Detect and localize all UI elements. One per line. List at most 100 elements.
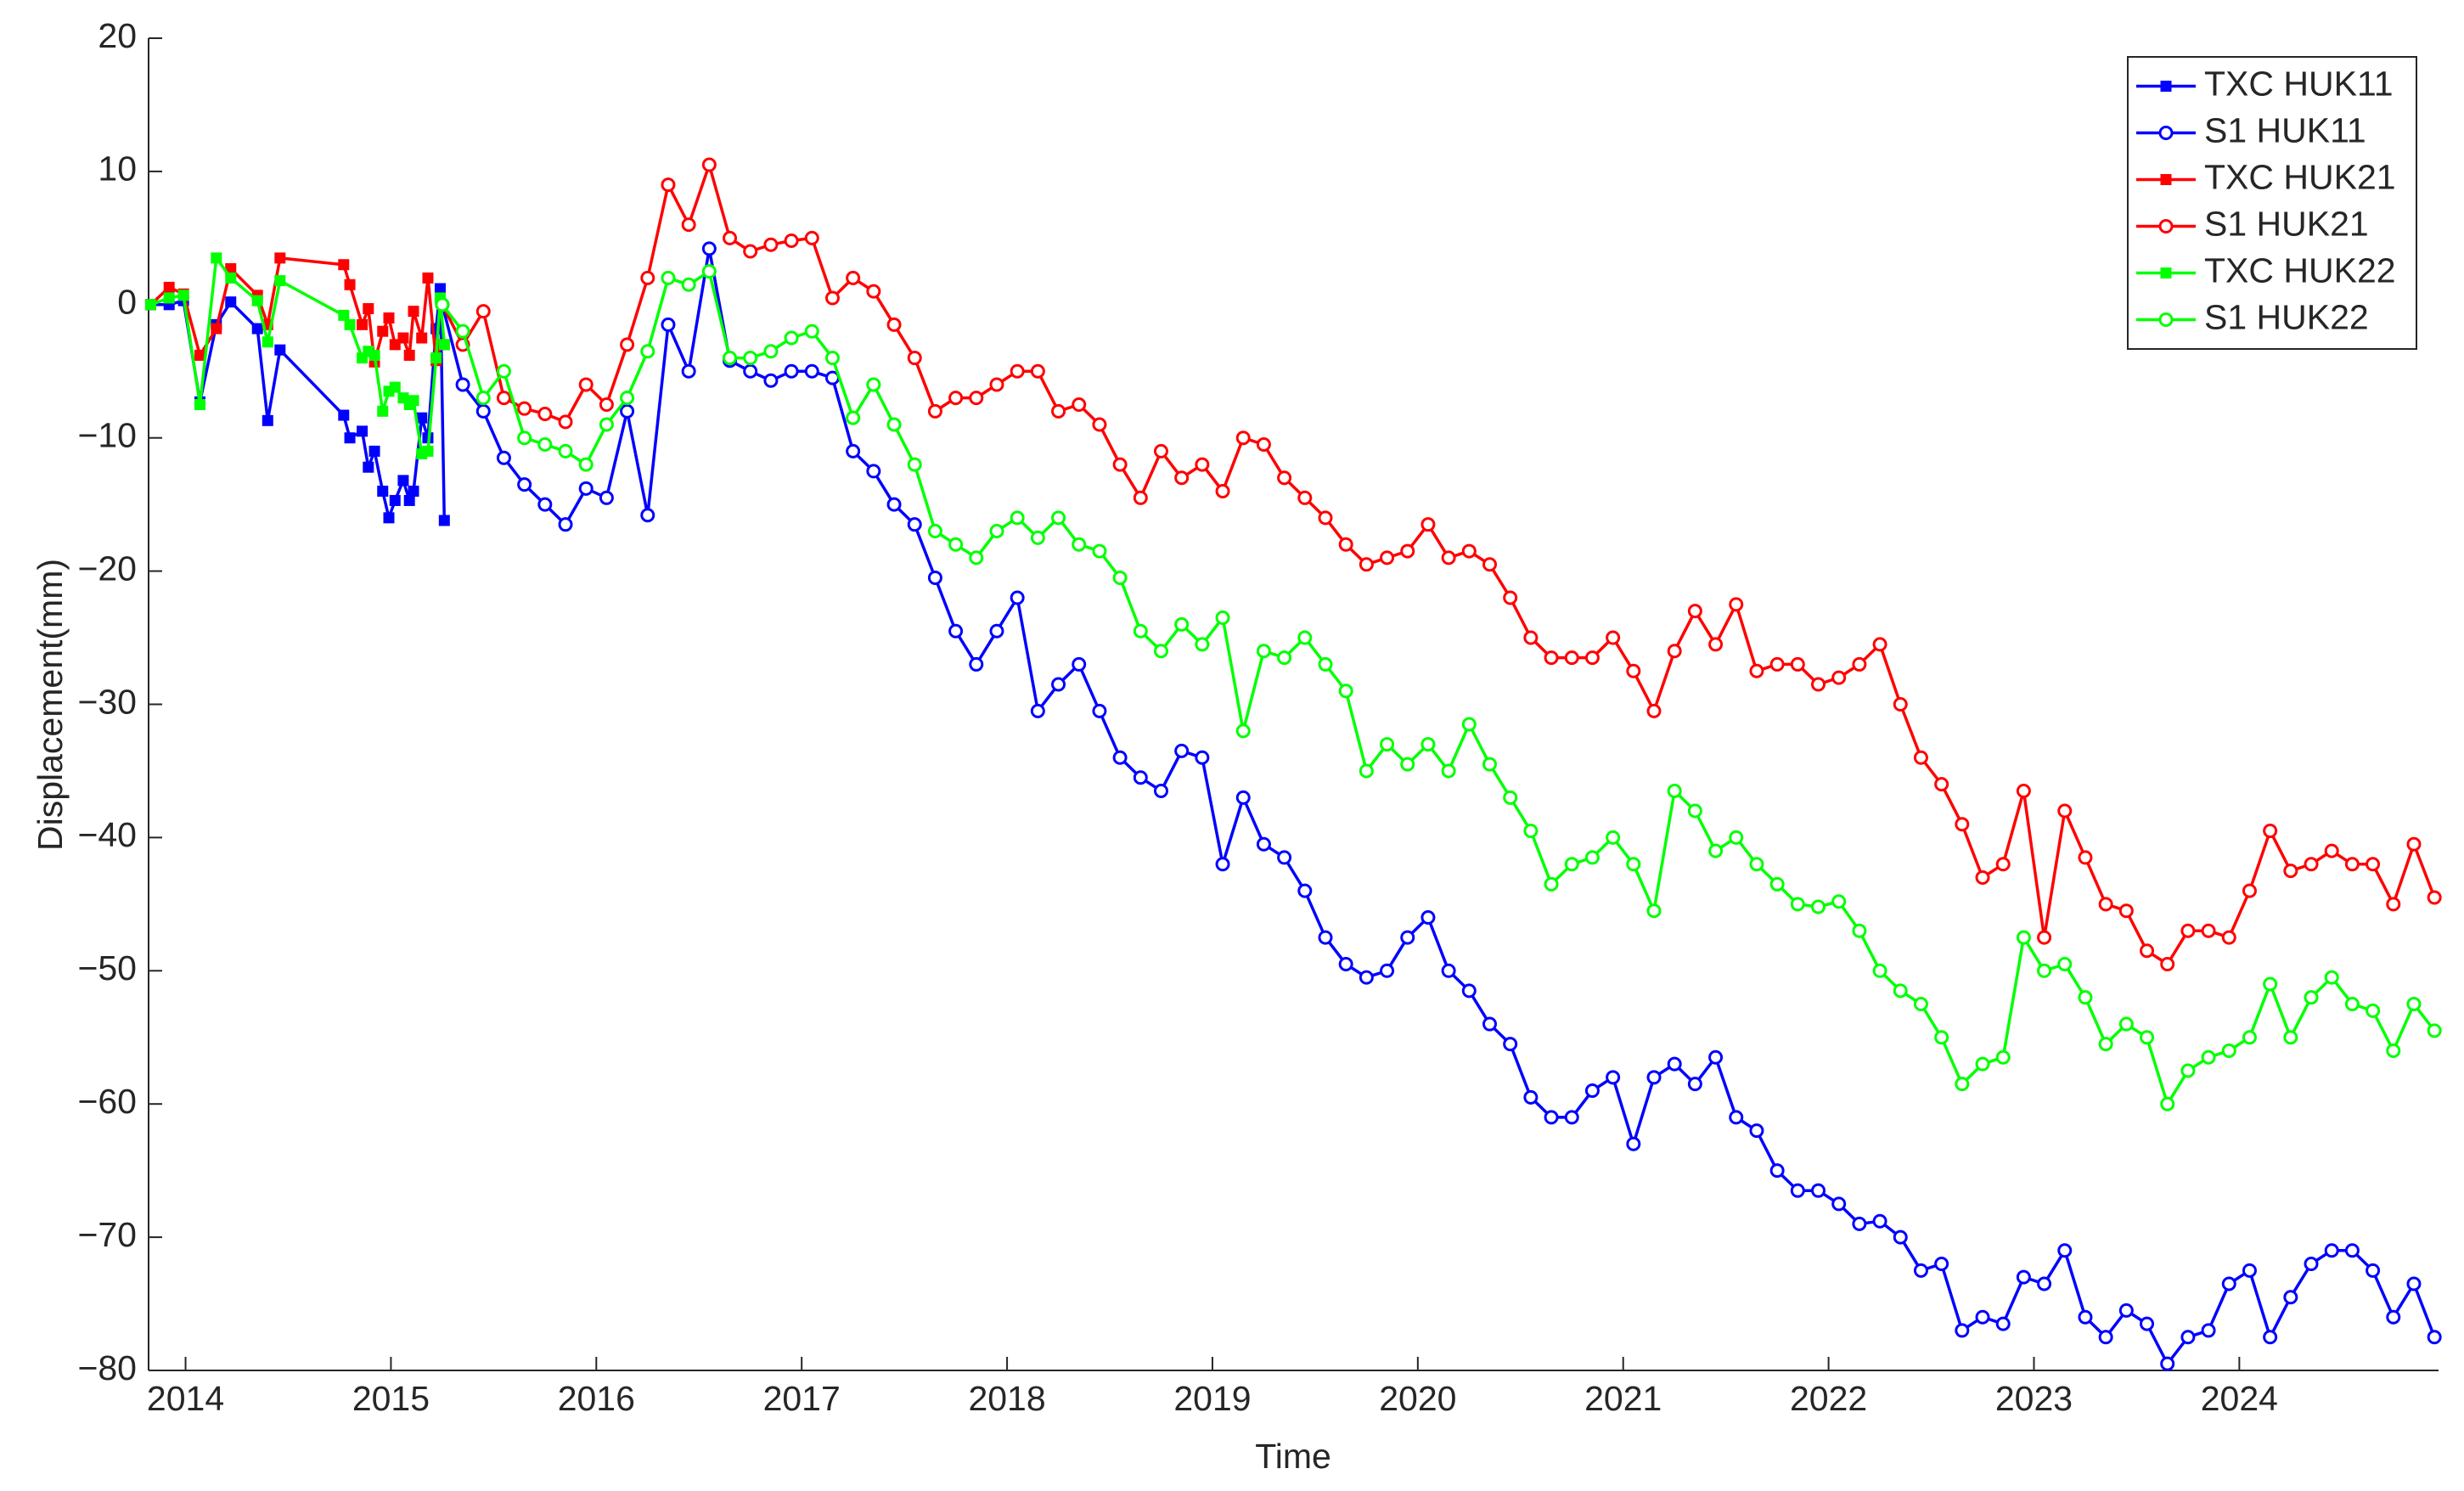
marker [578, 377, 593, 392]
legend-label: S1 HUK11 [2204, 110, 2366, 149]
marker [1256, 644, 1271, 659]
marker [262, 336, 273, 348]
marker [1010, 510, 1025, 526]
marker [1461, 717, 1477, 732]
marker [1687, 604, 1702, 619]
marker [383, 312, 395, 324]
marker [475, 304, 491, 319]
y-tick-label: 0 [117, 283, 137, 322]
marker [1584, 1083, 1600, 1099]
marker [2304, 857, 2319, 872]
marker [1749, 663, 1764, 678]
y-tick-label: −20 [77, 549, 137, 588]
marker [475, 403, 491, 419]
marker [1831, 1196, 1847, 1212]
marker [846, 443, 861, 459]
marker [1523, 824, 1539, 839]
marker [338, 259, 350, 271]
marker [2324, 843, 2339, 858]
marker [2057, 956, 2073, 971]
marker [1133, 490, 1148, 505]
marker [537, 497, 553, 512]
marker [804, 363, 819, 379]
marker [1934, 1256, 1949, 1271]
marker [1112, 750, 1128, 765]
series [435, 157, 2442, 971]
legend-label: S1 HUK22 [2204, 297, 2369, 336]
marker [886, 497, 902, 512]
legend-label: TXC HUK21 [2204, 157, 2396, 196]
marker [1811, 677, 1826, 692]
y-tick-label: −70 [77, 1215, 137, 1254]
marker [194, 349, 205, 361]
marker [2324, 970, 2339, 985]
marker [1195, 637, 1210, 652]
marker [2140, 943, 2155, 959]
marker [2406, 836, 2422, 852]
y-tick-label: 20 [98, 16, 137, 55]
marker [338, 309, 350, 321]
marker [357, 318, 368, 330]
y-tick-label: −30 [77, 682, 137, 721]
marker [397, 475, 409, 487]
legend-marker [2158, 126, 2174, 140]
marker [2180, 923, 2196, 938]
marker [846, 270, 861, 285]
marker [475, 391, 491, 406]
marker [408, 395, 419, 407]
marker [2304, 990, 2319, 1005]
marker [1872, 637, 1887, 652]
marker [1564, 650, 1579, 666]
marker [2283, 1290, 2298, 1305]
marker [1893, 697, 1908, 712]
marker [2386, 1309, 2401, 1325]
marker [430, 352, 442, 364]
marker [701, 157, 717, 172]
marker [1523, 630, 1539, 645]
marker [2057, 803, 2073, 819]
marker [1277, 470, 1292, 486]
marker [2201, 1323, 2216, 1338]
y-tick-label: −10 [77, 416, 137, 455]
marker [1380, 963, 1395, 978]
marker [1256, 437, 1271, 453]
marker [1318, 510, 1333, 526]
marker [1380, 737, 1395, 752]
x-tick-label: 2022 [1790, 1379, 1867, 1418]
marker [1441, 963, 1456, 978]
marker [1051, 403, 1066, 419]
marker [1564, 1110, 1579, 1125]
marker [1667, 644, 1682, 659]
marker [681, 363, 696, 379]
marker [661, 177, 676, 193]
marker [1195, 457, 1210, 472]
x-tick-label: 2018 [968, 1379, 1045, 1418]
x-tick-label: 2017 [763, 1379, 841, 1418]
marker [2263, 976, 2278, 992]
marker [1420, 517, 1436, 532]
marker [1051, 510, 1066, 526]
marker [1995, 857, 2011, 872]
marker [1338, 537, 1353, 552]
marker [2221, 1043, 2236, 1058]
marker [1955, 817, 1970, 832]
legend-label: S1 HUK21 [2204, 204, 2369, 243]
legend-marker [2158, 312, 2174, 327]
marker [455, 324, 470, 339]
marker [1708, 637, 1724, 652]
marker [1790, 656, 1805, 672]
marker [927, 524, 942, 539]
marker [1564, 857, 1579, 872]
y-tick-label: −60 [77, 1082, 137, 1121]
marker [2386, 897, 2401, 912]
marker [1441, 763, 1456, 779]
marker [1072, 656, 1087, 672]
marker [144, 299, 156, 311]
marker [438, 515, 450, 526]
legend-label: TXC HUK11 [2204, 64, 2394, 103]
marker [866, 464, 881, 479]
marker [2160, 1356, 2175, 1371]
marker [1544, 876, 1559, 892]
marker [2037, 930, 2052, 945]
